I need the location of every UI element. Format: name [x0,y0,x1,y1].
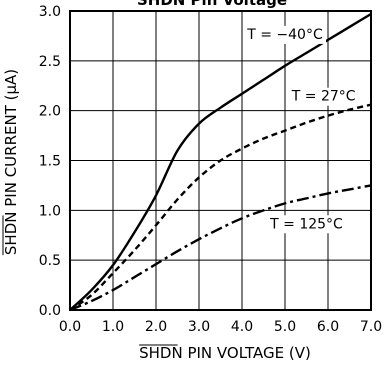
y-tick-label: 2.5 [39,54,61,70]
x-tick-label: 2.0 [145,319,167,335]
plot-frame [69,10,372,311]
y-tick-label: 0.5 [39,253,61,269]
x-tick-label: 0.0 [59,319,81,335]
y-tick-label: 1.5 [39,154,61,170]
series-line-3 [69,184,372,312]
x-tick-label: 1.0 [102,319,124,335]
series-label-2: T = 27°C [291,89,356,105]
series-line-1 [69,12,372,311]
series-layer [69,12,372,312]
x-tick-label: 5.0 [274,319,296,335]
series-label-layer: T = −40°C T = 27°C T = 125°C [243,25,359,234]
series-label-background [266,215,347,234]
series-label-3: T = 125°C [269,216,343,232]
series-line-2 [69,103,372,311]
x-tick-label: 3.0 [188,319,210,335]
series-label-1: T = −40°C [246,27,323,43]
x-axis-title: SHDN PIN VOLTAGE (V) [139,344,311,362]
y-tick-label: 3.0 [39,4,61,20]
y-tick-label: 0.0 [39,303,61,319]
x-tick-label: 6.0 [317,319,339,335]
series-label-background [287,87,359,106]
chart-title: SHDN Pin Voltage [137,0,287,9]
tick-label-layer: 0.0 1.0 2.0 3.0 4.0 5.0 6.0 7.0 0.0 0.5 1.0 1.5 2.0 2… [39,4,382,335]
y-tick-label: 2.0 [39,104,61,120]
series-label-background [243,25,326,44]
y-tick-label: 1.0 [39,203,61,219]
y-axis-title: SHDN PIN CURRENT (μA) [2,69,20,255]
x-tick-label: 4.0 [231,319,253,335]
x-tick-label: 7.0 [360,319,382,335]
